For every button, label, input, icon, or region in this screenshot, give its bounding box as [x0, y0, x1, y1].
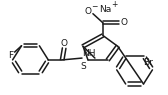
Text: S: S [80, 62, 86, 71]
Text: +: + [112, 0, 118, 9]
Text: Br: Br [143, 59, 153, 67]
Text: −: − [91, 2, 97, 11]
Text: Na: Na [99, 5, 111, 14]
Text: F: F [8, 51, 13, 60]
Text: O: O [85, 7, 91, 16]
Text: NH: NH [82, 49, 96, 58]
Text: O: O [120, 18, 127, 27]
Text: O: O [61, 39, 68, 48]
